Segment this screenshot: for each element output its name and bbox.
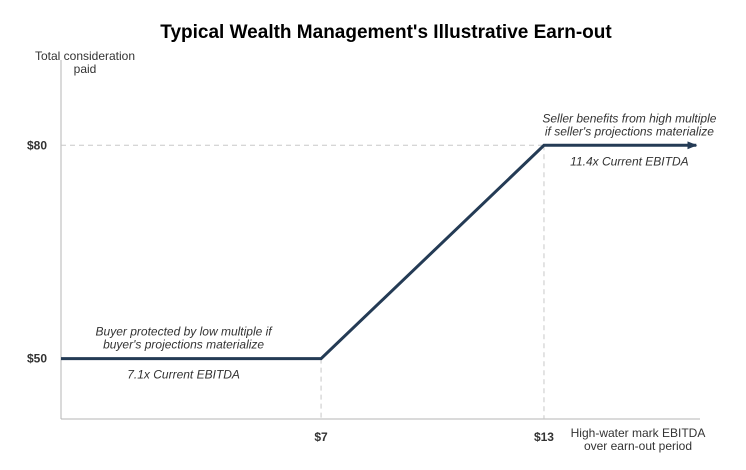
annotation-text-line: Buyer protected by low multiple if (96, 325, 274, 339)
x-axis-label-line: over earn-out period (584, 439, 692, 453)
annotations: Buyer protected by low multiple if buyer'… (96, 111, 717, 381)
earnout-series-line (61, 141, 698, 361)
y-axis-label-line: Total consideration (35, 49, 135, 63)
series-layer (61, 141, 698, 361)
annotation-text: 11.4x Current EBITDA (570, 154, 689, 168)
y-axis-label-line: paid (74, 62, 97, 76)
annotation-text-line: Seller benefits from high multiple (542, 111, 716, 125)
annotation-text: 7.1x Current EBITDA (127, 368, 240, 382)
axis-labels: Total consideration paid High-water mark E… (35, 49, 705, 453)
chart-title: Typical Wealth Management's Illustrative… (160, 22, 612, 43)
annotation-text: Seller benefits from high multiple if sel… (542, 111, 716, 138)
y-tick-label: $50 (27, 352, 47, 366)
y-tick-label: $80 (27, 138, 47, 152)
annotation-text-line: buyer's projections materialize (103, 338, 264, 352)
annotation-text-line: 7.1x Current EBITDA (127, 368, 240, 382)
annotation-text: Buyer protected by low multiple if buyer'… (96, 325, 274, 352)
x-axis-label: High-water mark EBITDA over earn-out peri… (571, 426, 706, 453)
annotation-text-line: 11.4x Current EBITDA (570, 154, 689, 168)
x-tick-label: $13 (534, 430, 554, 444)
y-axis-label: Total consideration paid (35, 49, 135, 76)
reference-lines (61, 144, 545, 419)
tick-labels: $50 $80 $7 $13 (27, 138, 554, 444)
x-tick-label: $7 (314, 430, 328, 444)
x-axis-label-line: High-water mark EBITDA (571, 426, 706, 440)
annotation-text-line: if seller's projections materialize (545, 124, 714, 138)
